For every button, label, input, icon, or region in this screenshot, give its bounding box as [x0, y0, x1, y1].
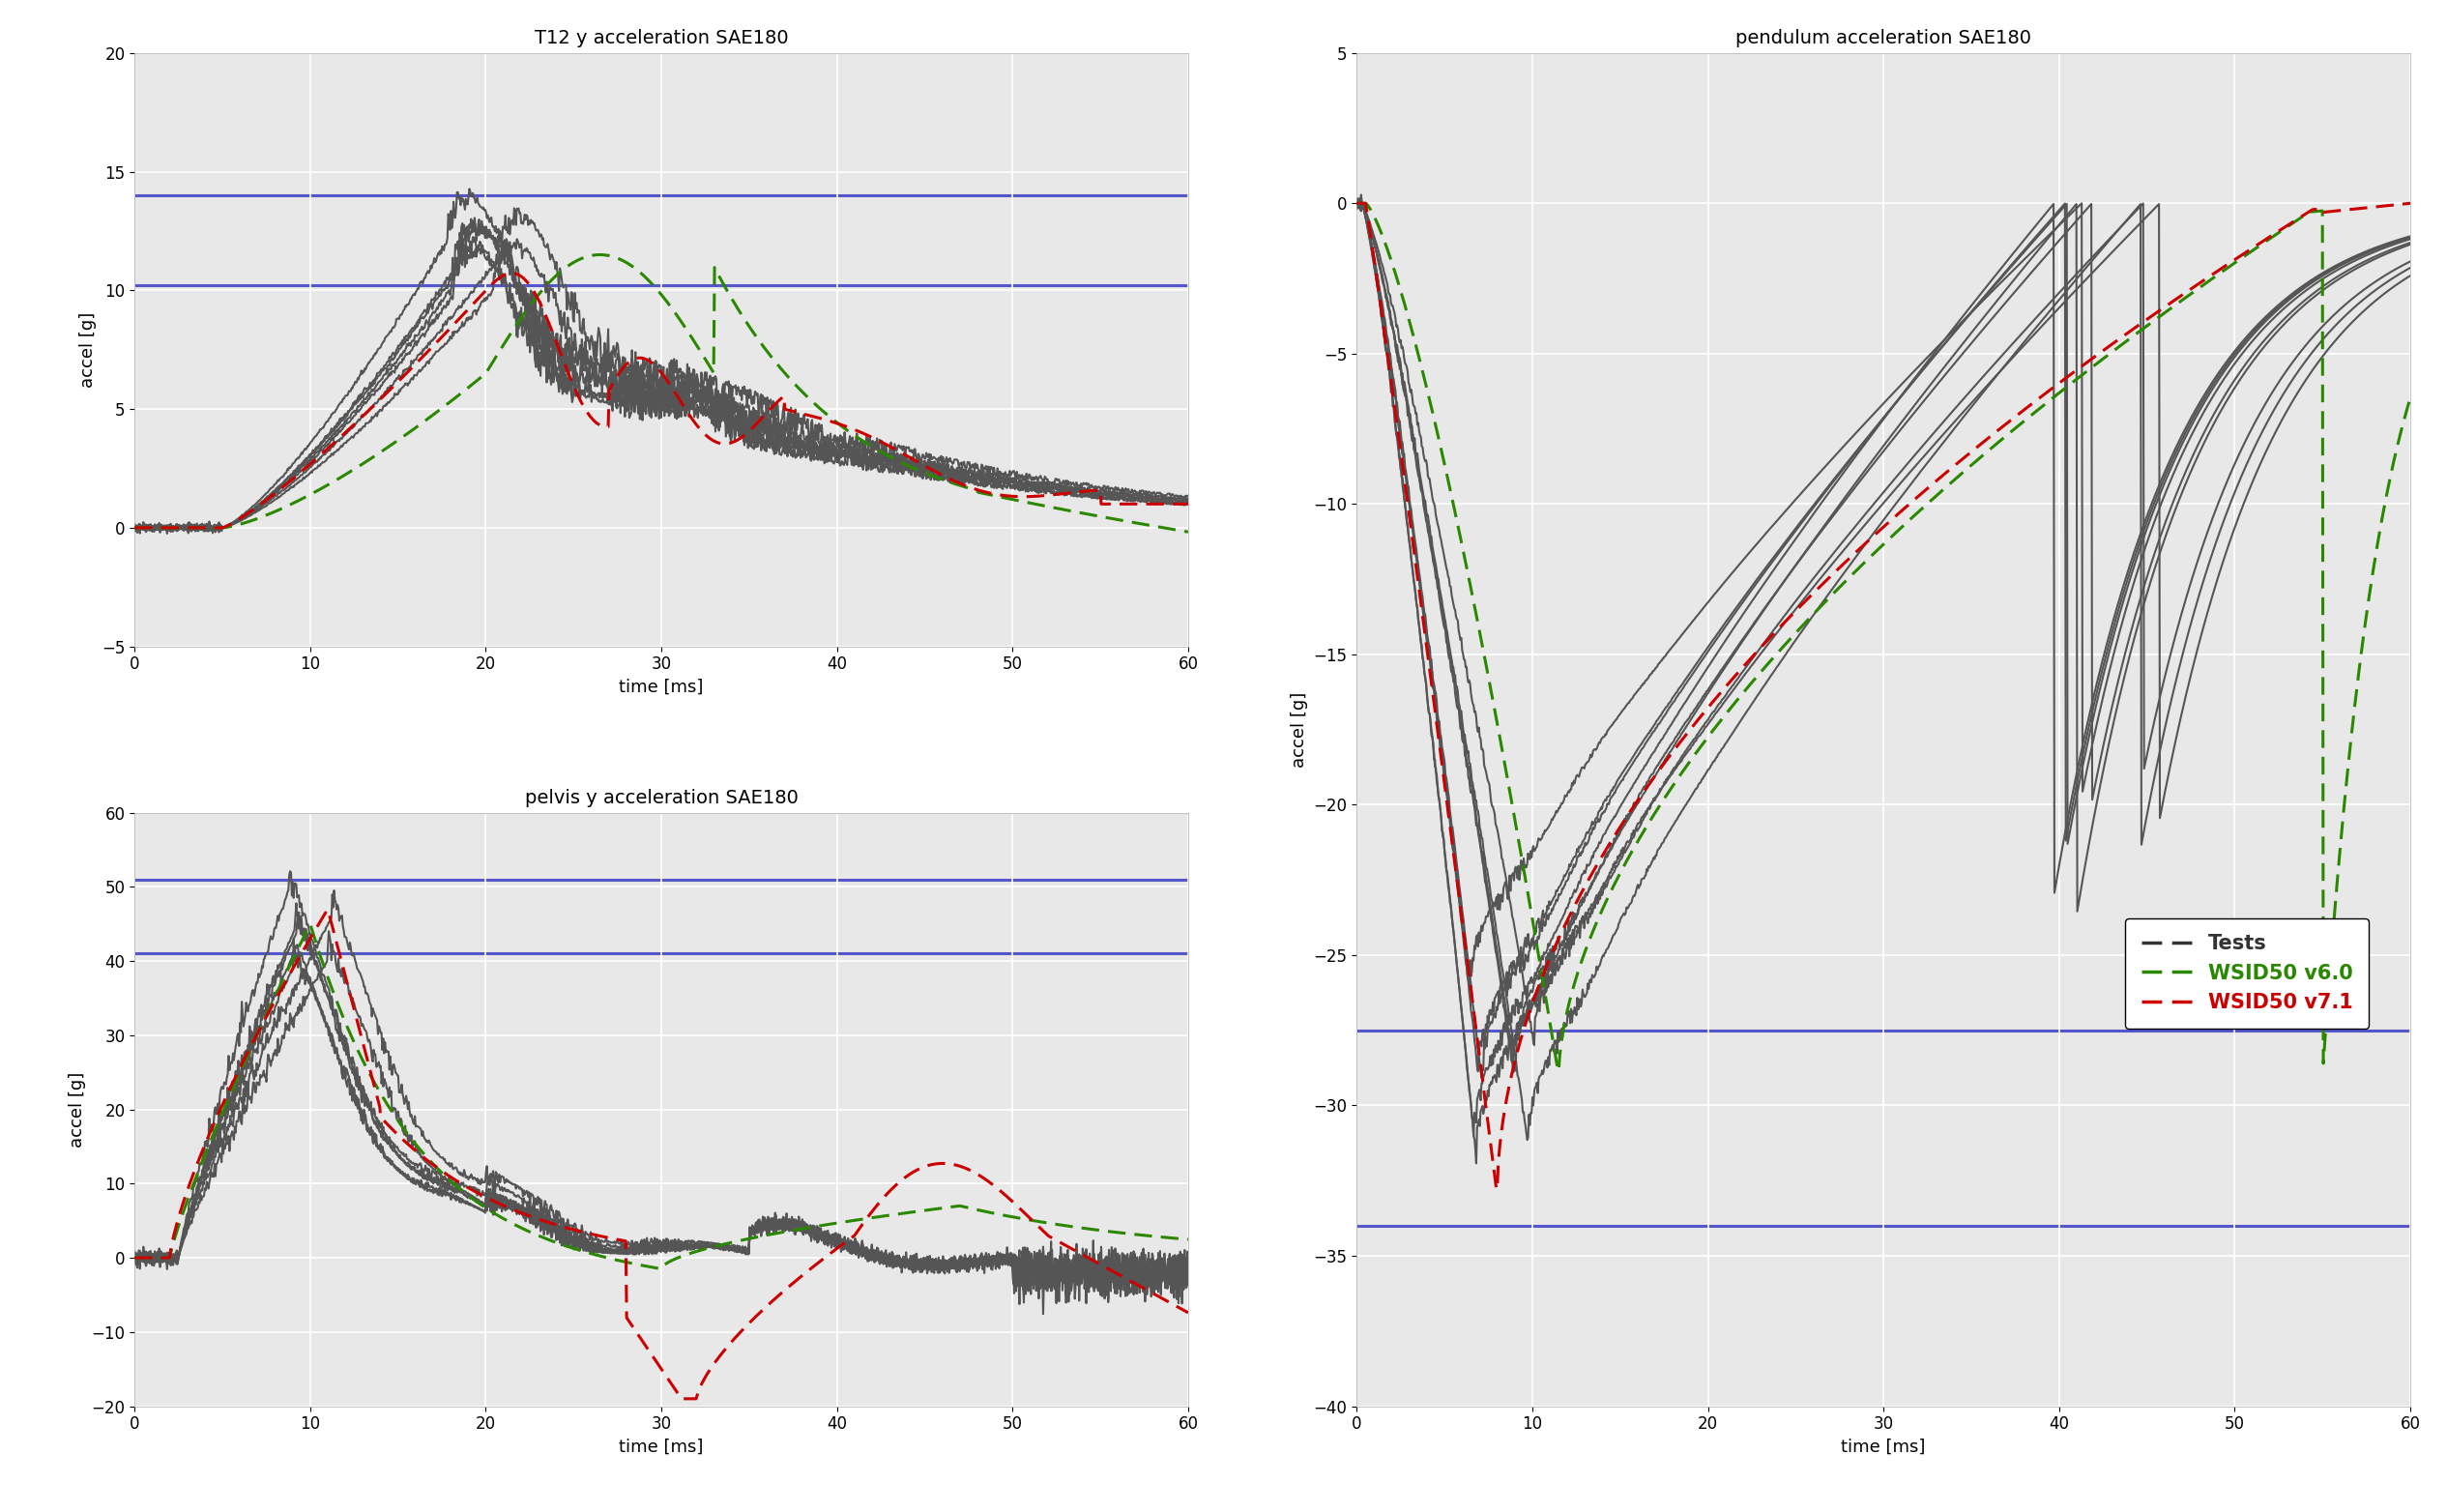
- X-axis label: time [ms]: time [ms]: [619, 679, 705, 696]
- Title: pelvis y acceleration SAE180: pelvis y acceleration SAE180: [524, 789, 798, 807]
- Y-axis label: accel [g]: accel [g]: [1290, 691, 1309, 768]
- X-axis label: time [ms]: time [ms]: [619, 1438, 705, 1456]
- Y-axis label: accel [g]: accel [g]: [78, 311, 95, 387]
- X-axis label: time [ms]: time [ms]: [1840, 1438, 1926, 1456]
- Title: T12 y acceleration SAE180: T12 y acceleration SAE180: [533, 29, 788, 47]
- Legend: Tests, WSID50 v6.0, WSID50 v7.1: Tests, WSID50 v6.0, WSID50 v7.1: [2124, 918, 2369, 1028]
- Y-axis label: accel [g]: accel [g]: [69, 1072, 86, 1148]
- Title: pendulum acceleration SAE180: pendulum acceleration SAE180: [1735, 29, 2031, 47]
